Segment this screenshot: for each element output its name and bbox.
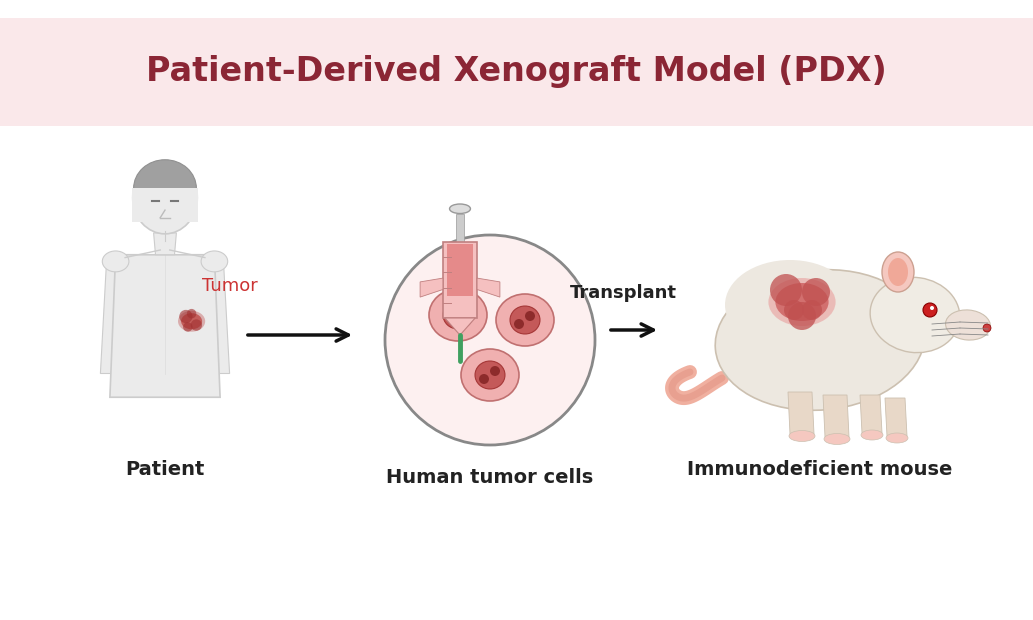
- Polygon shape: [445, 318, 475, 335]
- Polygon shape: [885, 398, 907, 436]
- Polygon shape: [823, 395, 849, 437]
- Ellipse shape: [789, 430, 815, 441]
- Ellipse shape: [769, 278, 836, 326]
- Text: Patient: Patient: [125, 460, 205, 479]
- Circle shape: [788, 302, 816, 330]
- Ellipse shape: [132, 162, 197, 234]
- Circle shape: [802, 300, 822, 320]
- FancyBboxPatch shape: [132, 188, 198, 221]
- Ellipse shape: [443, 301, 473, 329]
- Ellipse shape: [725, 260, 855, 350]
- Circle shape: [183, 322, 192, 332]
- Ellipse shape: [945, 310, 991, 340]
- Circle shape: [191, 319, 202, 330]
- Circle shape: [784, 300, 804, 320]
- Ellipse shape: [824, 433, 850, 445]
- Ellipse shape: [201, 251, 227, 272]
- Text: Transplant: Transplant: [569, 284, 677, 302]
- Ellipse shape: [475, 361, 505, 389]
- Text: Human tumor cells: Human tumor cells: [386, 468, 594, 487]
- Circle shape: [983, 324, 991, 332]
- Ellipse shape: [178, 311, 206, 332]
- Ellipse shape: [449, 204, 470, 213]
- Circle shape: [479, 374, 489, 384]
- Text: Tumor: Tumor: [201, 277, 257, 295]
- Polygon shape: [213, 260, 229, 373]
- Circle shape: [447, 314, 457, 324]
- Ellipse shape: [133, 160, 196, 217]
- FancyBboxPatch shape: [0, 18, 1033, 126]
- Circle shape: [924, 303, 937, 317]
- Circle shape: [458, 306, 468, 316]
- Ellipse shape: [496, 294, 554, 346]
- Polygon shape: [860, 395, 882, 433]
- Circle shape: [525, 311, 535, 321]
- Ellipse shape: [102, 251, 129, 272]
- Ellipse shape: [461, 349, 519, 401]
- Text: Immunodeficient mouse: Immunodeficient mouse: [687, 460, 952, 479]
- Polygon shape: [109, 255, 220, 397]
- Polygon shape: [420, 278, 443, 297]
- Ellipse shape: [715, 270, 925, 410]
- Ellipse shape: [888, 258, 908, 286]
- Ellipse shape: [886, 433, 908, 443]
- Ellipse shape: [181, 313, 202, 329]
- Circle shape: [180, 310, 192, 323]
- Circle shape: [187, 309, 196, 319]
- FancyBboxPatch shape: [446, 244, 473, 296]
- Polygon shape: [477, 278, 500, 297]
- Polygon shape: [457, 213, 464, 242]
- Circle shape: [802, 278, 829, 306]
- Ellipse shape: [776, 283, 828, 321]
- Circle shape: [930, 306, 934, 310]
- Circle shape: [490, 366, 500, 376]
- FancyBboxPatch shape: [443, 242, 477, 318]
- Ellipse shape: [860, 430, 883, 440]
- Polygon shape: [154, 233, 177, 255]
- Circle shape: [385, 235, 595, 445]
- Polygon shape: [788, 392, 814, 434]
- Ellipse shape: [870, 277, 960, 353]
- Circle shape: [770, 274, 802, 306]
- Ellipse shape: [429, 289, 487, 341]
- Polygon shape: [100, 260, 118, 373]
- Circle shape: [514, 319, 524, 329]
- Ellipse shape: [510, 306, 540, 334]
- Text: Patient-Derived Xenograft Model (PDX): Patient-Derived Xenograft Model (PDX): [146, 56, 886, 89]
- Ellipse shape: [882, 252, 914, 292]
